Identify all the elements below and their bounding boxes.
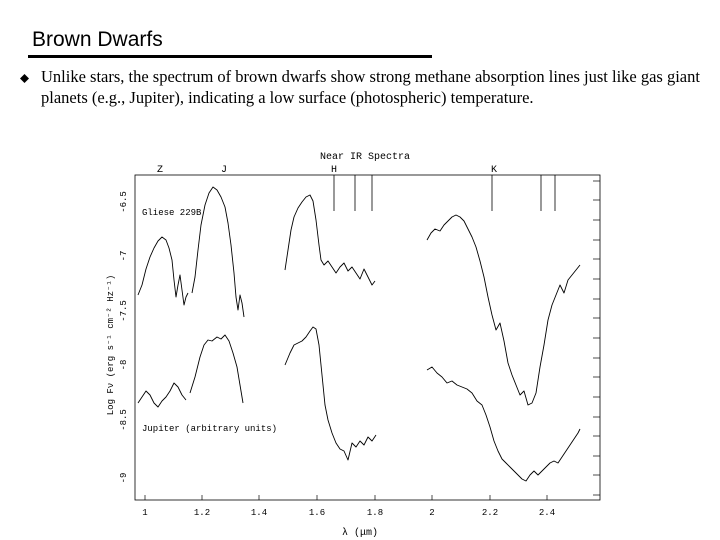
x-tick-label: 1.6	[309, 508, 325, 518]
spectrum-figure: Near IR Spectra Z J H K	[100, 145, 605, 540]
gliese-229b-spectrum	[137, 186, 581, 406]
absorption-markers	[333, 175, 556, 211]
bullet-text: Unlike stars, the spectrum of brown dwar…	[41, 67, 700, 107]
slide-title: Brown Dwarfs	[32, 28, 163, 51]
band-label-h: H	[331, 165, 337, 176]
y-tick-label: -8.5	[119, 409, 129, 431]
plot-frame	[134, 174, 601, 501]
y-tick-label: -7	[119, 251, 129, 262]
series-label-jupiter: Jupiter (arbitrary units)	[142, 424, 277, 434]
y-tick-label: -7.5	[119, 300, 129, 322]
jupiter-spectrum	[137, 326, 581, 482]
band-label-j: J	[221, 165, 227, 176]
x-tick-label: 1.8	[367, 508, 383, 518]
x-tick-label: 1.4	[251, 508, 267, 518]
x-axis-label: λ (μm)	[342, 527, 378, 539]
spectrum-plot: Near IR Spectra Z J H K	[106, 152, 601, 539]
x-tick-label: 2.2	[482, 508, 498, 518]
band-label-z: Z	[157, 165, 163, 176]
y-tick-label: -9	[119, 473, 129, 484]
series-label-gliese: Gliese 229B	[142, 208, 202, 218]
x-tick-label: 1.2	[194, 508, 210, 518]
y-tick-label: -8	[119, 360, 129, 371]
x-tick-label: 2.4	[539, 508, 555, 518]
y-tick-label: -6.5	[119, 191, 129, 213]
y-axis-label: Log Fν (erg s⁻¹ cm⁻² Hz⁻¹)	[106, 275, 116, 415]
diamond-bullet-icon	[20, 74, 29, 83]
x-axis-ticks	[144, 495, 548, 500]
x-tick-label: 2	[429, 508, 434, 518]
figure-header: Near IR Spectra	[320, 152, 410, 163]
title-underline	[28, 55, 432, 58]
bullet-item: Unlike stars, the spectrum of brown dwar…	[20, 66, 700, 108]
band-label-k: K	[491, 165, 497, 176]
x-tick-label: 1	[142, 508, 147, 518]
right-axis-ticks	[593, 180, 600, 496]
